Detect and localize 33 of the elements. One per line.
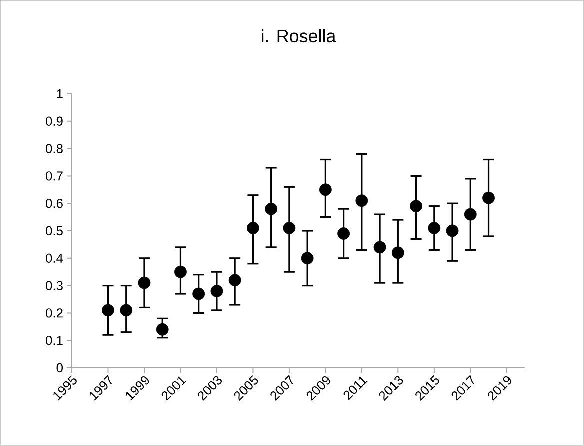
- point: [374, 241, 386, 254]
- y-tick-label: 0: [56, 363, 63, 373]
- y-tick-label: 0.4: [46, 254, 64, 263]
- point: [247, 222, 260, 234]
- point: [392, 246, 404, 260]
- point: [228, 274, 242, 287]
- y-tick-label: 0.5: [46, 226, 63, 236]
- point: [410, 200, 422, 213]
- point: [338, 228, 350, 240]
- point: [464, 208, 477, 221]
- y-tick-label: 0.7: [46, 172, 63, 181]
- point: [265, 202, 278, 216]
- point: [319, 184, 332, 196]
- point: [482, 192, 495, 204]
- point: [192, 288, 206, 300]
- y-tick-label: 0.9: [46, 116, 63, 126]
- chart-title: i. Rosella: [262, 29, 336, 43]
- y-tick-label: 0.8: [46, 144, 63, 154]
- point: [356, 194, 368, 208]
- point: [210, 285, 224, 298]
- point: [120, 304, 133, 317]
- point: [301, 252, 314, 265]
- y-tick-label: 0.6: [46, 199, 63, 208]
- point: [428, 222, 441, 234]
- point: [283, 222, 296, 234]
- y-tick-label: 0.2: [46, 308, 63, 318]
- point: [174, 266, 187, 278]
- y-tick-label: 0.3: [46, 281, 63, 290]
- y-tick-label: 0.1: [46, 336, 63, 346]
- point: [102, 304, 114, 317]
- point: [138, 276, 151, 290]
- point: [446, 224, 459, 238]
- y-tick-label: 1: [57, 90, 63, 98]
